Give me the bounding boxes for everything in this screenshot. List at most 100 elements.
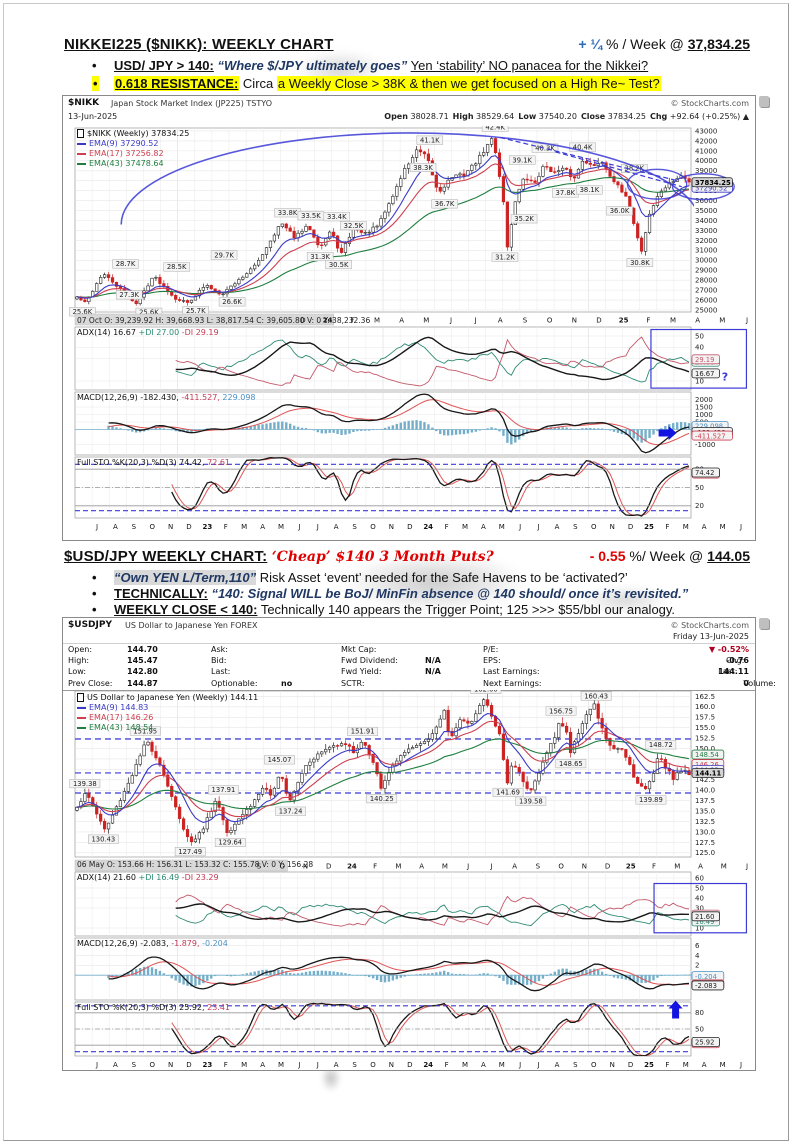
macd-panel-label: MACD(12,26,9) -2.083, -1.879, -0.204 [77,939,228,948]
chart-description: Japan Stock Market Index (JP225) TSTYO [111,99,272,108]
svg-text:25000: 25000 [695,306,717,314]
chart-legend: $NIKK (Weekly) 37834.25 EMA(9) 37290.52 … [77,129,189,169]
svg-text:M: M [278,523,284,531]
svg-text:S: S [352,1061,357,1069]
svg-text:30.8K: 30.8K [630,259,650,267]
svg-text:30000: 30000 [695,257,717,265]
svg-text:24: 24 [347,863,357,871]
info-label: Bid: [211,656,227,666]
svg-text:137.91: 137.91 [212,786,236,794]
nikkei-week-change: + ¼ % / Week @ 37,834.25 [578,36,750,52]
chart-date: Friday 13-Jun-2025 [672,632,749,641]
svg-text:O: O [149,523,155,531]
nikkei-title: NIKKEI225 ($NIKK): WEEKLY CHART [64,36,334,53]
svg-text:32.5K: 32.5K [344,222,364,230]
info-value: 145.47 [127,656,158,666]
svg-text:37.8K: 37.8K [556,189,576,197]
adx-panel [74,871,692,937]
usdjpy-title: $USD/JPY WEEKLY CHART: [64,548,268,565]
info-label: SCTR: [341,678,365,688]
svg-text:148.65: 148.65 [559,760,583,768]
svg-text:162.5: 162.5 [695,693,715,701]
svg-text:A: A [419,863,424,871]
up-arrow-annotation [668,1000,683,1019]
info-label: Last: [211,667,231,677]
svg-text:25: 25 [619,317,629,325]
svg-text:A: A [695,317,700,325]
svg-text:O: O [370,523,376,531]
svg-text:23: 23 [203,1061,213,1069]
svg-text:125.0: 125.0 [695,849,715,857]
svg-text:157.5: 157.5 [695,714,715,722]
svg-text:139.89: 139.89 [639,796,663,804]
svg-text:A: A [399,317,404,325]
svg-text:M: M [670,317,676,325]
svg-text:-2.083: -2.083 [695,982,717,990]
svg-text:25: 25 [644,523,654,531]
info-label: EPS: [483,656,501,666]
svg-text:A: A [334,1061,339,1069]
svg-text:J: J [316,523,319,531]
svg-text:229.098: 229.098 [695,423,723,431]
svg-text:F: F [665,523,669,531]
svg-text:20: 20 [695,502,704,510]
svg-text:S: S [132,523,137,531]
svg-text:S: S [352,523,357,531]
svg-text:J: J [739,1061,742,1069]
bullet-icon: • [92,58,97,73]
svg-text:F: F [665,1061,669,1069]
chart-header: $USDJPY US Dollar to Japanese Yen FOREX … [63,619,755,633]
svg-text:140.25: 140.25 [370,795,394,803]
svg-text:O: O [149,1061,155,1069]
drawn-trendline [555,151,682,188]
chart-symbol: $NIKK [68,98,100,108]
usdjpy-chart-canvas: 125.0 127.5 130.0 132.5 135.0 137.5 140.0 142.5… [69,690,748,1069]
svg-text:S: S [573,523,578,531]
svg-text:27000: 27000 [695,287,717,295]
usdjpy-bullet-1: • “Own YEN L/Term,110” Risk Asset ‘event… [92,570,628,585]
usdjpy-week-change: - 0.55 %/ Week @ 144.05 [589,548,750,564]
info-label: Open: [68,645,93,654]
svg-text:-411.527: -411.527 [695,432,726,440]
svg-text:1000: 1000 [695,411,713,419]
drawn-ellipse-annotation [671,173,735,201]
svg-text:S: S [132,1061,137,1069]
svg-text:O: O [558,863,564,871]
svg-text:35000: 35000 [695,207,717,215]
bullet-icon: • [92,76,99,91]
svg-text:D: D [628,523,633,531]
svg-text:A: A [555,523,560,531]
svg-text:24: 24 [423,1061,433,1069]
svg-text:2: 2 [695,962,699,970]
usdjpy-bullet-2: • TECHNICALLY: “140: Signal WILL be BoJ/… [92,586,689,601]
svg-text:144.11: 144.11 [695,770,721,778]
svg-text:33.5K: 33.5K [301,212,321,220]
svg-text:28000: 28000 [695,277,717,285]
svg-text:50: 50 [695,332,704,340]
svg-text:J: J [537,523,540,531]
svg-text:25: 25 [644,1061,654,1069]
svg-text:D: D [605,863,610,871]
svg-text:130.43: 130.43 [91,835,115,843]
info-label: Prev Close: [68,678,113,688]
svg-text:31.3K: 31.3K [310,253,330,261]
info-label: High: [68,656,90,666]
svg-text:26000: 26000 [695,296,717,304]
svg-text:40.4K: 40.4K [573,143,593,151]
svg-text:D: D [300,317,305,325]
nikkei-chart: $NIKK Japan Stock Market Index (JP225) T… [62,95,769,541]
svg-text:34000: 34000 [695,217,717,225]
svg-text:24: 24 [323,317,333,325]
svg-text:J: J [95,523,98,531]
svg-text:A: A [702,1061,707,1069]
svg-text:31000: 31000 [695,247,717,255]
svg-text:J: J [474,317,477,325]
svg-text:F: F [224,523,228,531]
svg-text:23: 23 [203,523,213,531]
svg-text:160.43: 160.43 [584,692,608,700]
info-right-value: Chg: -0.76 [725,656,749,666]
bullet-icon: • [92,586,97,601]
svg-text:M: M [462,1061,468,1069]
svg-text:J: J [518,523,521,531]
